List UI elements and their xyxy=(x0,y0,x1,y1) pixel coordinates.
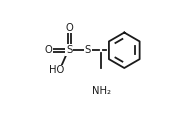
Text: NH₂: NH₂ xyxy=(92,86,111,96)
Text: HO: HO xyxy=(49,66,65,76)
Text: S: S xyxy=(85,45,91,55)
Text: S: S xyxy=(66,45,72,55)
Text: O: O xyxy=(65,23,73,33)
Text: O: O xyxy=(44,45,52,55)
